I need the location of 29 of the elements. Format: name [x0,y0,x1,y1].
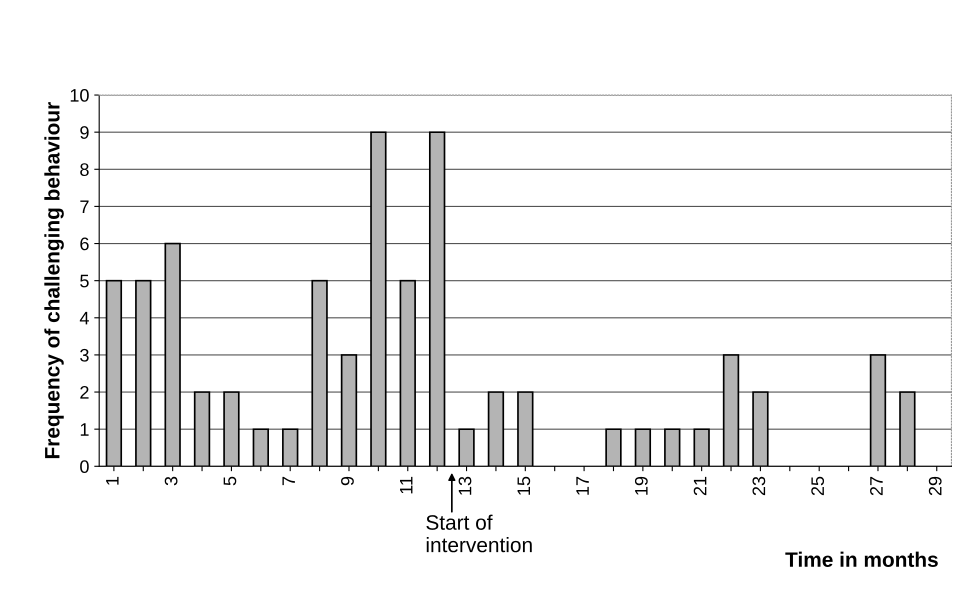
y-tick-label: 10 [70,88,89,102]
y-tick-label: 3 [80,348,89,362]
x-tick-label: 3 [164,476,178,486]
y-tick-label: 8 [80,163,89,176]
y-axis-title: Frequency of challenging behaviour [44,102,64,458]
y-tick-label: 0 [80,460,89,474]
x-tick-label: 7 [282,476,295,486]
x-tick-label: 19 [634,476,648,495]
x-tick-label: 13 [458,476,472,495]
x-axis-title: Time in months [785,552,938,567]
y-tick-label: 2 [80,386,89,399]
y-tick-label: 5 [80,274,89,288]
x-tick-label: 9 [341,476,354,486]
y-tick-label: 6 [80,237,89,250]
y-tick-label: 1 [80,423,89,436]
x-tick-label: 1 [106,476,119,485]
x-tick-label: 29 [928,476,942,496]
y-tick-label: 4 [80,312,89,324]
x-tick-label: 17 [576,476,589,495]
y-tick-label: 7 [80,200,89,213]
x-tick-label: 23 [752,476,766,496]
x-tick-label: 15 [518,476,530,495]
x-tick-label: 25 [811,476,824,496]
y-tick-label: 9 [80,126,89,139]
text: Start of intervention [426,514,532,552]
x-tick-label: 27 [870,476,883,496]
x-tick-label: 11 [400,476,412,494]
x-tick-label: 5 [224,476,236,486]
x-tick-label: 21 [694,476,706,496]
